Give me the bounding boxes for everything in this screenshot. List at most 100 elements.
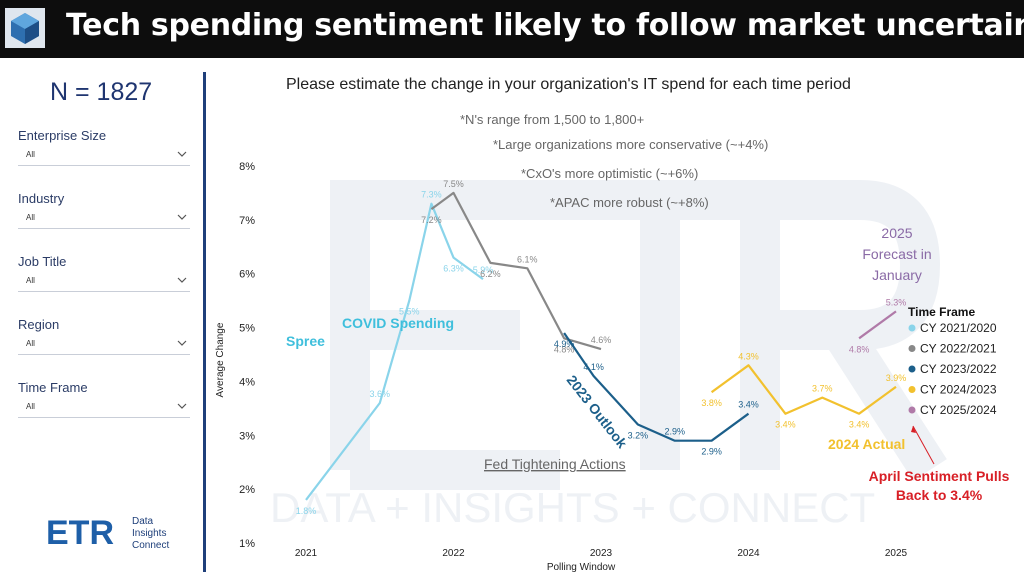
chart-title: Please estimate the change in your organ… bbox=[286, 76, 851, 93]
data-label: 5.9% bbox=[473, 265, 494, 275]
filter-label: Enterprise Size bbox=[18, 128, 107, 143]
data-label: 3.8% bbox=[701, 398, 722, 408]
legend-marker bbox=[908, 406, 916, 414]
forecast-annotation-line1: 2025 bbox=[881, 225, 912, 241]
dropdown-value: All bbox=[26, 276, 35, 285]
fed-annotation: Fed Tightening Actions bbox=[484, 456, 626, 472]
data-label: 3.9% bbox=[886, 373, 907, 383]
legend-item: CY 2022/2021 bbox=[920, 342, 997, 356]
data-label: 4.8% bbox=[554, 344, 575, 354]
filter-label: Industry bbox=[18, 191, 65, 206]
filter-industry: Industry All bbox=[18, 191, 190, 229]
y-tick-label: 2% bbox=[239, 484, 255, 496]
filter-sidebar bbox=[0, 58, 206, 576]
x-tick-label: 2023 bbox=[590, 548, 613, 559]
data-label: 5.5% bbox=[399, 307, 420, 317]
series-line-4 bbox=[710, 364, 897, 415]
chevron-down-icon bbox=[177, 277, 187, 283]
forecast-annotation-line2: Forecast in bbox=[862, 246, 931, 262]
covid-annotation-line2: Spree bbox=[286, 333, 325, 349]
data-label: 6.1% bbox=[517, 254, 538, 264]
april-annotation-line2: Back to 3.4% bbox=[896, 487, 983, 503]
legend-item: CY 2025/2024 bbox=[920, 403, 997, 417]
data-label: 1.8% bbox=[296, 506, 317, 516]
etr-brand-logo: ETR Data Insights Connect bbox=[46, 514, 169, 552]
outlook-annotation: 2023 Outlook bbox=[564, 372, 631, 451]
covid-annotation-line1: COVID Spending bbox=[342, 315, 454, 331]
legend-marker bbox=[908, 345, 916, 352]
data-label: 4.8% bbox=[849, 344, 870, 354]
legend-item: CY 2023/2022 bbox=[920, 362, 997, 376]
dropdown-value: All bbox=[26, 339, 35, 348]
industry-dropdown[interactable]: All bbox=[18, 212, 190, 229]
dropdown-value: All bbox=[26, 213, 35, 222]
data-label: 6.2% bbox=[480, 269, 501, 279]
filter-label: Region bbox=[18, 317, 60, 332]
filter-label: Time Frame bbox=[18, 380, 88, 395]
etr-cube-logo-icon bbox=[5, 8, 45, 48]
chevron-down-icon bbox=[177, 403, 187, 409]
filter-region: Region All bbox=[18, 317, 190, 355]
y-tick-label: 5% bbox=[239, 323, 255, 335]
legend-item: CY 2024/2023 bbox=[920, 383, 997, 397]
data-label: 3.7% bbox=[812, 384, 833, 394]
legend-marker bbox=[908, 324, 916, 332]
series-line-3 bbox=[563, 332, 750, 442]
brand-logo-text: ETR bbox=[46, 514, 114, 552]
april-annotation-line1: April Sentiment Pulls bbox=[869, 468, 1010, 484]
y-axis-label: Average Change bbox=[215, 322, 226, 397]
x-tick-label: 2022 bbox=[442, 548, 465, 559]
data-label: 7.5% bbox=[443, 179, 464, 189]
legend-item: CY 2021/2020 bbox=[920, 321, 997, 335]
data-label: 2.9% bbox=[664, 427, 685, 437]
chevron-down-icon bbox=[177, 214, 187, 220]
dropdown-value: All bbox=[26, 402, 35, 411]
page-title: Tech spending sentiment likely to follow… bbox=[66, 8, 1024, 43]
x-tick-label: 2025 bbox=[885, 548, 908, 559]
actual-annotation: 2024 Actual bbox=[828, 436, 905, 452]
series-line-1 bbox=[305, 202, 484, 501]
y-tick-label: 3% bbox=[239, 430, 255, 442]
note-large-orgs: *Large organizations more conservative (… bbox=[493, 137, 769, 152]
legend-marker bbox=[908, 365, 916, 373]
watermark-text: DATA + INSIGHTS + CONNECT bbox=[270, 484, 875, 531]
forecast-annotation-line3: January bbox=[872, 267, 922, 283]
chevron-down-icon bbox=[177, 151, 187, 157]
brand-line-data: Data bbox=[132, 516, 154, 527]
data-label: 3.4% bbox=[775, 420, 796, 430]
x-tick-label: 2021 bbox=[295, 548, 318, 559]
filter-enterprise-size: Enterprise Size All bbox=[18, 128, 190, 166]
time-frame-dropdown[interactable]: All bbox=[18, 401, 190, 418]
data-label: 4.1% bbox=[583, 362, 604, 372]
filter-job-title: Job Title All bbox=[18, 254, 190, 292]
data-label: 3.2% bbox=[628, 431, 649, 441]
region-dropdown[interactable]: All bbox=[18, 338, 190, 355]
y-tick-label: 4% bbox=[239, 376, 255, 388]
sample-size-label: N = 1827 bbox=[50, 78, 153, 106]
y-tick-label: 1% bbox=[239, 538, 255, 550]
y-tick-label: 6% bbox=[239, 269, 255, 281]
chevron-down-icon bbox=[177, 340, 187, 346]
sidebar-divider bbox=[203, 72, 206, 572]
enterprise-size-dropdown[interactable]: All bbox=[18, 149, 190, 166]
note-sample-range: *N's range from 1,500 to 1,800+ bbox=[460, 112, 645, 127]
brand-line-connect: Connect bbox=[132, 540, 169, 551]
note-cxo: *CxO's more optimistic (~+6%) bbox=[521, 166, 699, 181]
data-label: 2.9% bbox=[701, 447, 722, 457]
y-tick-label: 8% bbox=[239, 161, 255, 173]
data-label: 3.6% bbox=[369, 389, 390, 399]
x-axis-label: Polling Window bbox=[547, 562, 616, 573]
filter-time-frame: Time Frame All bbox=[18, 380, 190, 418]
brand-line-insights: Insights bbox=[132, 528, 166, 539]
y-tick-label: 7% bbox=[239, 215, 255, 227]
april-annotation-arrow bbox=[912, 425, 935, 465]
legend-marker bbox=[908, 386, 916, 393]
job-title-dropdown[interactable]: All bbox=[18, 275, 190, 292]
series-line-5 bbox=[858, 310, 897, 340]
april-arrow-head bbox=[911, 426, 916, 433]
dropdown-value: All bbox=[26, 150, 35, 159]
legend: Time Frame CY 2021/2020 CY 2022/2021 CY 202… bbox=[908, 305, 997, 417]
data-label: 4.3% bbox=[738, 351, 759, 361]
legend-title: Time Frame bbox=[908, 305, 975, 319]
